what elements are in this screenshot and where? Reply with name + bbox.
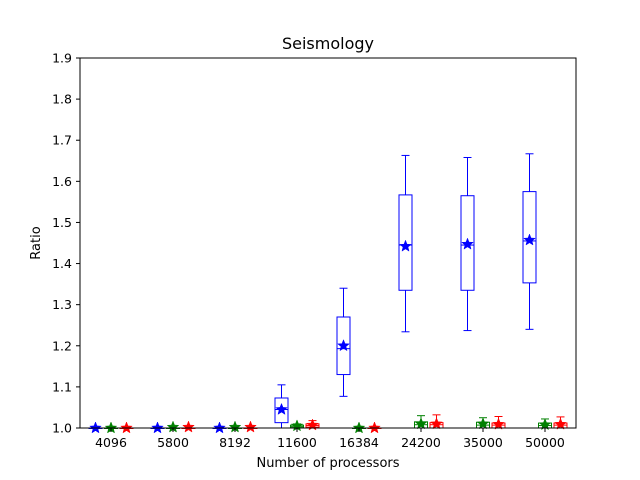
x-axis-label: Number of processors (256, 456, 399, 471)
y-tick-label: 1.2 (52, 338, 72, 353)
mean-marker (275, 402, 288, 415)
box-plot (336, 287, 351, 397)
mean-marker (182, 420, 195, 433)
y-axis: 1.0 1.1 1.2 1.3 1.4 1.5 1.6 1.7 1.8 1.9 (52, 51, 80, 436)
box (274, 397, 289, 424)
box (522, 191, 537, 284)
y-tick-label: 1.6 (52, 174, 72, 189)
mean-marker (476, 417, 490, 430)
y-tick-label: 1.8 (52, 92, 72, 107)
chart-title: Seismology (282, 34, 374, 53)
x-tick-label: 4096 (95, 435, 127, 450)
x-tick-label: 16384 (339, 435, 379, 450)
mean-marker (523, 233, 536, 246)
mean-marker (430, 417, 443, 430)
y-tick-label: 1.1 (52, 379, 72, 394)
box (398, 194, 413, 291)
mean-marker (120, 421, 133, 434)
y-tick-label: 1.0 (52, 421, 72, 436)
box-plot (274, 384, 289, 429)
plot-frame (79, 57, 577, 429)
y-tick-label: 1.5 (52, 215, 72, 230)
mean-marker (368, 421, 381, 434)
mean-marker (337, 339, 350, 352)
mean-marker (538, 418, 552, 431)
mean-marker (151, 421, 164, 434)
x-tick-label: 24200 (401, 435, 441, 450)
y-axis-label: Ratio (29, 226, 44, 259)
x-tick-label: 50000 (525, 435, 565, 450)
box (460, 195, 475, 291)
mean-marker (213, 421, 226, 434)
box-plot (414, 415, 428, 430)
mean-marker (554, 417, 567, 430)
mean-marker (89, 421, 102, 434)
mean-marker (244, 420, 257, 433)
box (336, 316, 351, 376)
x-tick-label: 11600 (277, 435, 317, 450)
mean-marker (461, 237, 474, 250)
x-tick-label: 35000 (463, 435, 503, 450)
x-axis: 4096 5800 8192 11600 16384 24200 35000 50000 (95, 428, 565, 450)
y-tick-label: 1.3 (52, 297, 72, 312)
mean-marker (399, 239, 412, 252)
box-plot (460, 156, 475, 332)
mean-marker (414, 417, 428, 430)
x-tick-label: 5800 (157, 435, 189, 450)
mean-marker (492, 417, 505, 430)
box-plot (398, 154, 413, 333)
box-plot (522, 153, 537, 330)
y-tick-label: 1.7 (52, 133, 72, 148)
y-tick-label: 1.4 (52, 256, 72, 271)
x-tick-label: 8192 (219, 435, 251, 450)
y-tick-label: 1.9 (52, 51, 72, 66)
